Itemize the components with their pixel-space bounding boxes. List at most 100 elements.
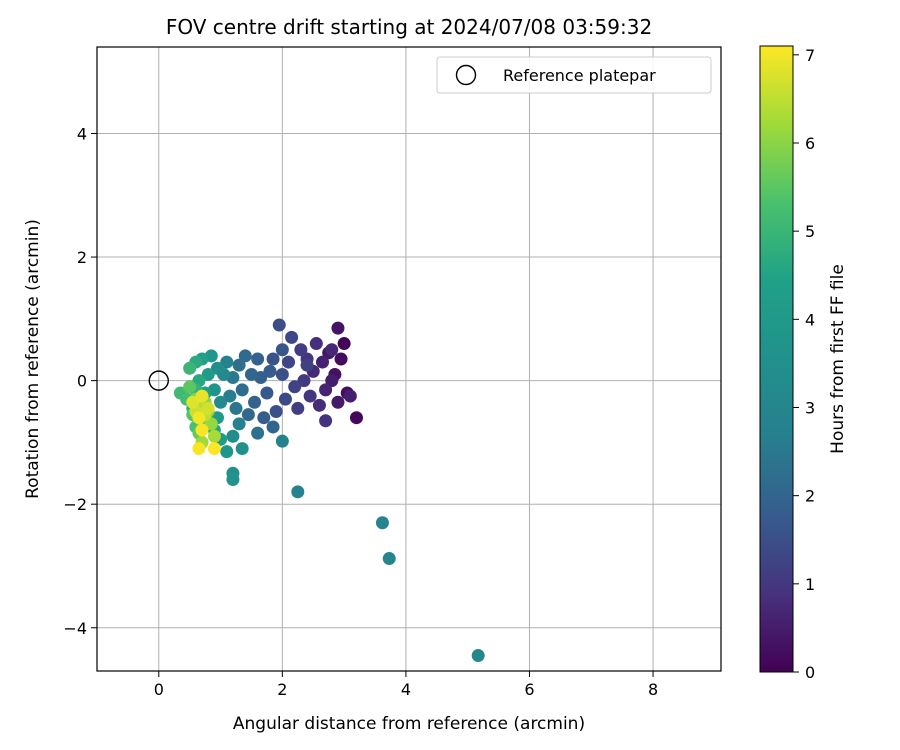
y-axis-ticks: −4 −2 0 2 4 [63, 124, 97, 638]
scatter-point [214, 395, 228, 409]
scatter-point [297, 374, 311, 388]
colorbar-tick-label: 1 [805, 575, 815, 594]
scatter-point [375, 516, 389, 530]
scatter-point [275, 343, 289, 357]
scatter-point [248, 395, 262, 409]
scatter-point [275, 367, 289, 381]
scatter-point [207, 429, 221, 443]
scatter-point [382, 552, 396, 566]
scatter-point [331, 395, 345, 409]
scatter-point [192, 411, 206, 425]
y-tick-label: −4 [63, 619, 87, 638]
scatter-point [325, 343, 339, 357]
reference-platepar-marker [148, 370, 169, 391]
scatter-point [183, 380, 197, 394]
x-axis-label: Angular distance from reference (arcmin) [233, 714, 585, 734]
y-tick-label: −2 [63, 495, 87, 514]
scatter-point [195, 389, 209, 403]
scatter-point [192, 442, 206, 456]
legend-open-circle-icon [455, 64, 477, 86]
plot-area-frame [96, 46, 722, 672]
colorbar-tick-label: 6 [805, 134, 815, 153]
scatter-point [257, 411, 271, 425]
scatter-point [229, 401, 243, 415]
x-tick-label: 4 [401, 680, 411, 699]
scatter-point [288, 380, 302, 394]
scatter-point [316, 355, 330, 369]
scatter-point [244, 367, 258, 381]
scatter-point [201, 401, 215, 415]
scatter-point [223, 389, 237, 403]
scatter-point [312, 398, 326, 412]
scatter-point [278, 392, 292, 406]
scatter-point [266, 352, 280, 366]
scatter-point [337, 337, 351, 351]
scatter-point [291, 401, 305, 415]
y-tick-label: 2 [77, 248, 87, 267]
scatter-points [173, 318, 485, 663]
legend-box: Reference platepar [436, 56, 712, 94]
legend-frame [436, 56, 712, 94]
colorbar-tick-label: 4 [805, 310, 815, 329]
scatter-point [331, 321, 345, 335]
scatter-point [201, 367, 215, 381]
scatter-point [319, 414, 333, 428]
x-axis-ticks: 0 2 4 6 8 [154, 671, 658, 699]
scatter-point [282, 355, 296, 369]
colorbar-tick-label: 2 [805, 487, 815, 506]
scatter-point [235, 442, 249, 456]
scatter-point [232, 358, 246, 372]
scatter-point [319, 383, 333, 397]
scatter-point [285, 330, 299, 344]
scatter-point [183, 361, 197, 375]
colorbar [759, 45, 794, 673]
scatter-point [251, 426, 265, 440]
colorbar-ticks: 0 1 2 3 4 5 6 7 [793, 46, 815, 682]
scatter-point [300, 358, 314, 372]
scatter-point [294, 343, 308, 357]
scatter-point [269, 405, 283, 419]
scatter-point [471, 649, 485, 663]
scatter-point [226, 472, 240, 486]
scatter-point [260, 386, 274, 400]
scatter-point [220, 355, 234, 369]
scatter-point [303, 389, 317, 403]
y-tick-label: 0 [77, 372, 87, 391]
scatter-point [207, 442, 221, 456]
colorbar-tick-label: 7 [805, 46, 815, 65]
scatter-point [291, 485, 305, 499]
y-axis-label: Rotation from reference (arcmin) [23, 219, 43, 499]
scatter-point [251, 352, 265, 366]
scatter-point [238, 349, 252, 363]
grid-lines [97, 47, 721, 671]
scatter-point [309, 337, 323, 351]
scatter-point [204, 417, 218, 431]
x-tick-label: 0 [154, 680, 164, 699]
scatter-point [241, 408, 255, 422]
scatter-point [275, 434, 289, 448]
y-tick-label: 4 [77, 124, 87, 143]
x-tick-label: 2 [277, 680, 287, 699]
scatter-point [220, 445, 234, 459]
scatter-point [232, 417, 246, 431]
x-tick-label: 6 [524, 680, 534, 699]
scatter-point [186, 395, 200, 409]
scatter-point [210, 361, 224, 375]
scatter-point [349, 411, 363, 425]
scatter-point [343, 389, 357, 403]
scatter-point [226, 429, 240, 443]
legend-entry-label: Reference platepar [503, 66, 656, 85]
scatter-point [334, 352, 348, 366]
colorbar-tick-label: 0 [805, 663, 815, 682]
scatter-point [263, 364, 277, 378]
x-tick-label: 8 [648, 680, 658, 699]
scatter-point [195, 423, 209, 437]
colorbar-tick-label: 3 [805, 398, 815, 417]
scatter-point [272, 318, 286, 332]
chart-title: FOV centre drift starting at 2024/07/08 … [166, 15, 652, 39]
colorbar-tick-label: 5 [805, 222, 815, 241]
colorbar-label: Hours from first FF file [828, 264, 848, 454]
scatter-point [235, 383, 249, 397]
scatter-point [325, 374, 339, 388]
